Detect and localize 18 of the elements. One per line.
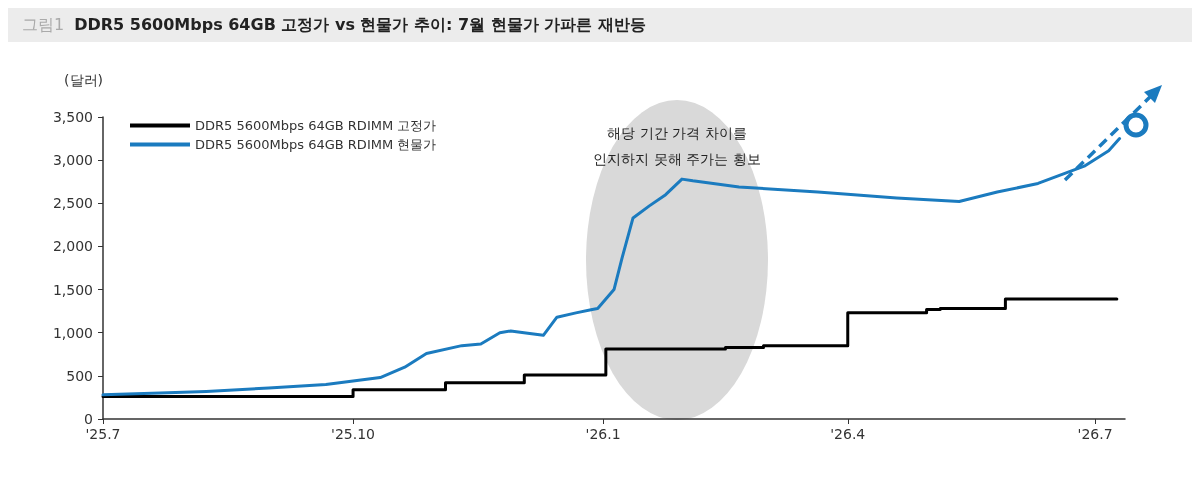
y-tick-label: 3,000	[52, 152, 93, 169]
y-axis-title: (달러)	[64, 72, 103, 88]
y-tick-label: 1,500	[52, 281, 93, 298]
x-tick-label: '26.1	[585, 426, 621, 442]
legend-label: DDR5 5600Mbps 64GB RDIMM 고정가	[195, 118, 437, 133]
y-tick-label: 2,000	[52, 238, 93, 255]
annotation: 해당 기간 가격 차이를 인지하지 못해 주가는 횡보	[593, 125, 761, 167]
legend-label: DDR5 5600Mbps 64GB RDIMM 현물가	[195, 137, 437, 152]
x-tick-label: '25.10	[331, 426, 376, 442]
x-tick-label: '25.7	[85, 426, 121, 442]
x-tick-label: '26.4	[830, 426, 866, 442]
y-tick-label: 3,500	[52, 109, 93, 125]
y-tick-label: 0	[84, 411, 93, 427]
x-tick-label: '26.7	[1077, 426, 1113, 442]
y-tick-label: 2,500	[52, 195, 93, 212]
y-tick-label: 1,000	[52, 324, 93, 341]
y-tick-label: 500	[66, 367, 93, 384]
chart-title: 그림1 DDR5 5600Mbps 64GB 고정가 vs 현물가 추이: 7월 현물가 가파른 재반등	[22, 14, 646, 36]
